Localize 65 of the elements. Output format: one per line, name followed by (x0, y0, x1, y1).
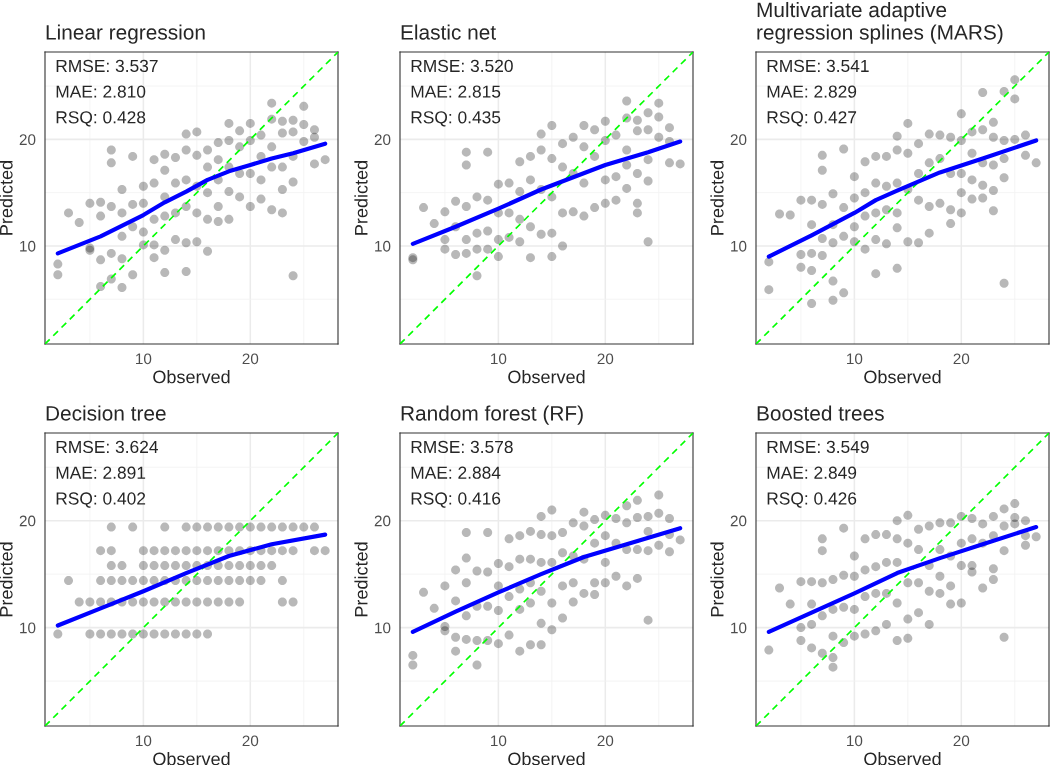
y-tick-label: 10 (20, 622, 36, 634)
y-tick-label: 20 (19, 515, 36, 527)
y-tick-label: 10 (20, 240, 36, 252)
annotation: MAE: 2.891 (56, 466, 146, 479)
annotation: RMSE: 3.541 (767, 59, 869, 73)
annotation: MAE: 2.815 (411, 85, 501, 98)
annotation: MAE: 2.810 (56, 85, 146, 98)
y-axis-title: Predicted (0, 542, 13, 617)
chart-title: Linear regression (46, 24, 205, 44)
chart-title: Decision tree (46, 405, 166, 421)
x-tick-label: 20 (953, 735, 970, 747)
y-tick-label: 10 (375, 622, 391, 634)
x-tick-label: 20 (597, 353, 614, 365)
line-series (55, 141, 328, 256)
y-tick-label: 20 (730, 515, 747, 527)
y-tick-label: 10 (375, 240, 391, 252)
y-tick-label: 10 (731, 622, 747, 634)
x-tick-label: 10 (847, 353, 863, 365)
annotation: RSQ: 0.427 (767, 111, 857, 127)
annotation: MAE: 2.849 (767, 466, 857, 479)
x-tick-label: 20 (242, 353, 259, 365)
x-tick-label: 20 (953, 353, 970, 365)
chart-title: Random forest (RF) (401, 405, 583, 425)
x-axis-title: Observed (153, 370, 230, 384)
y-tick-label: 10 (731, 240, 747, 252)
annotation: RMSE: 3.520 (411, 59, 513, 73)
line-series (55, 532, 328, 628)
line-series (766, 525, 1039, 634)
annotation: RMSE: 3.537 (56, 59, 158, 73)
annotation: MAE: 2.884 (411, 466, 501, 479)
x-axis-title: Observed (864, 752, 941, 765)
y-axis-title: Predicted (354, 542, 368, 617)
x-tick-label: 10 (491, 353, 507, 365)
chart-title: Elastic net (401, 24, 496, 40)
y-tick-label: 20 (19, 134, 36, 146)
line-series (410, 526, 683, 634)
annotation: RSQ: 0.416 (411, 492, 501, 508)
x-axis-title: Observed (864, 370, 941, 384)
y-axis-title: Predicted (710, 542, 724, 617)
line-series (410, 139, 683, 246)
x-tick-label: 20 (242, 735, 259, 747)
x-tick-label: 10 (136, 735, 152, 747)
x-axis-title: Observed (508, 752, 585, 765)
x-tick-label: 10 (491, 735, 507, 747)
y-axis-title: Predicted (0, 161, 13, 235)
x-axis-title: Observed (153, 752, 230, 765)
annotation: RSQ: 0.435 (411, 111, 501, 127)
y-tick-label: 20 (374, 515, 391, 527)
annotation: RSQ: 0.402 (56, 492, 146, 508)
annotation: RSQ: 0.428 (56, 111, 146, 127)
x-tick-label: 10 (847, 735, 863, 747)
chart-title: Boosted trees (757, 405, 884, 421)
x-axis-title: Observed (508, 370, 585, 384)
x-tick-label: 20 (597, 735, 614, 747)
annotation: RMSE: 3.624 (56, 440, 158, 454)
chart-title: Multivariate adaptive regression splines (MARS) (757, 1, 1003, 44)
x-tick-label: 10 (136, 353, 152, 365)
annotation: RSQ: 0.426 (767, 492, 857, 508)
annotation: RMSE: 3.549 (767, 440, 869, 454)
y-tick-label: 20 (730, 134, 747, 146)
annotation: MAE: 2.829 (767, 85, 857, 98)
annotation: RMSE: 3.578 (411, 440, 513, 454)
y-axis-title: Predicted (354, 161, 368, 235)
y-axis-title: Predicted (710, 161, 724, 235)
y-tick-label: 20 (374, 134, 391, 146)
